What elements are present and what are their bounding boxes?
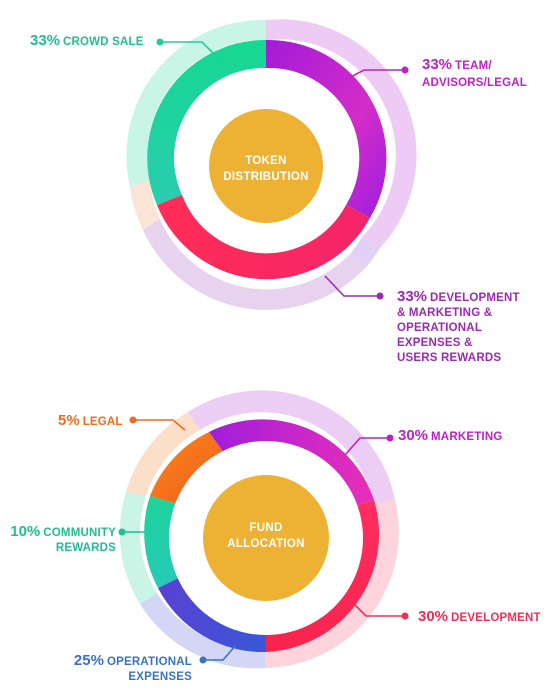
- marketing-label: 30% MARKETING: [398, 428, 502, 445]
- dev-marketing-outer-ring: [143, 219, 367, 310]
- dev-marketing-label: 33% DEVELOPMENT & MARKETING & OPERATIONAL…: [397, 289, 520, 366]
- team-outer-ring-tail: [351, 237, 380, 266]
- crowd-sale-leader-dot: [156, 38, 164, 46]
- legal-text: LEGAL: [82, 416, 123, 428]
- operational-pct: 25%: [73, 652, 104, 669]
- dev-marketing-pct: 33%: [397, 288, 428, 305]
- token-distribution-donut: TOKEN DISTRIBUTION: [126, 19, 417, 310]
- development-slice: [266, 500, 380, 652]
- crowd-sale-outer-ring-tail: [130, 181, 160, 230]
- dev-marketing-slice: [157, 195, 370, 280]
- operational-label: 25% OPERATIONAL EXPENSES: [70, 653, 192, 685]
- development-label: 30% DEVELOPMENT: [418, 609, 541, 626]
- development-leader-dot: [401, 612, 409, 620]
- development-outer-ring: [265, 500, 399, 668]
- dev-marketing-leader-line: [324, 275, 380, 297]
- dev-marketing-text-line1: DEVELOPMENT: [430, 292, 520, 304]
- marketing-leader-dot: [386, 434, 394, 442]
- operational-leader-line: [203, 644, 237, 661]
- team-text-line2: ADVISORS/LEGAL: [422, 77, 528, 89]
- team-slice: [266, 39, 387, 219]
- development-pct: 30%: [418, 608, 449, 625]
- fund-center-disc: [203, 475, 329, 601]
- dev-marketing-text-line3: OPERATIONAL: [397, 322, 483, 334]
- team-outer-ring: [266, 19, 417, 248]
- dev-marketing-leader-dot: [376, 292, 384, 300]
- marketing-text: MARKETING: [431, 431, 503, 443]
- team-label: 33% TEAM/ ADVISORS/LEGAL: [422, 57, 527, 91]
- community-text-line2: REWARDS: [55, 542, 116, 554]
- development-leader-line: [349, 599, 405, 617]
- operational-text-line2: EXPENSES: [128, 671, 192, 683]
- fund-center-label-line1: FUND: [249, 522, 282, 534]
- crowd-sale-text: CROWD SALE: [63, 36, 144, 48]
- team-leader-line: [344, 69, 405, 81]
- token-center-label-line2: DISTRIBUTION: [223, 171, 308, 183]
- legal-label: 5% LEGAL: [58, 413, 123, 430]
- crowd-sale-slice: [147, 39, 266, 206]
- legal-pct: 5%: [58, 412, 80, 429]
- community-pct: 10%: [10, 523, 41, 540]
- community-outer-ring: [119, 492, 157, 604]
- team-leader-dot: [401, 66, 409, 74]
- community-text-line1: COMMUNITY: [43, 527, 116, 539]
- team-pct: 33%: [422, 56, 453, 73]
- fund-center-label-line2: ALLOCATION: [227, 538, 305, 550]
- dev-marketing-text-line2: & MARKETING &: [397, 307, 493, 319]
- dev-marketing-text-line4: EXPENSES &: [397, 337, 473, 349]
- crowd-sale-leader-line: [160, 41, 219, 59]
- crowd-sale-outer-ring: [126, 19, 266, 187]
- crowd-sale-label: 33% CROWD SALE: [30, 33, 144, 50]
- legal-slice: [150, 432, 224, 504]
- legal-leader-dot: [129, 416, 137, 424]
- marketing-leader-line: [344, 437, 390, 456]
- marketing-pct: 30%: [398, 427, 429, 444]
- community-label: 10% COMMUNITY REWARDS: [8, 524, 116, 556]
- token-center-label-line1: TOKEN: [245, 155, 287, 167]
- development-text: DEVELOPMENT: [451, 612, 541, 624]
- operational-text-line1: OPERATIONAL: [106, 656, 192, 668]
- fund-allocation-donut: FUND ALLOCATION: [118, 390, 409, 669]
- crowd-sale-pct: 33%: [30, 32, 61, 49]
- marketing-outer-ring: [188, 390, 395, 503]
- token-center-disc: [209, 109, 323, 223]
- legal-outer-ring: [126, 412, 200, 496]
- dev-marketing-text-line5: USERS REWARDS: [397, 352, 502, 364]
- legal-leader-line: [133, 419, 186, 431]
- operational-outer-ring: [140, 593, 265, 669]
- operational-leader-dot: [199, 656, 207, 664]
- team-text-line1: TEAM/: [455, 60, 492, 72]
- community-leader-dot: [118, 528, 126, 536]
- marketing-slice: [209, 419, 374, 508]
